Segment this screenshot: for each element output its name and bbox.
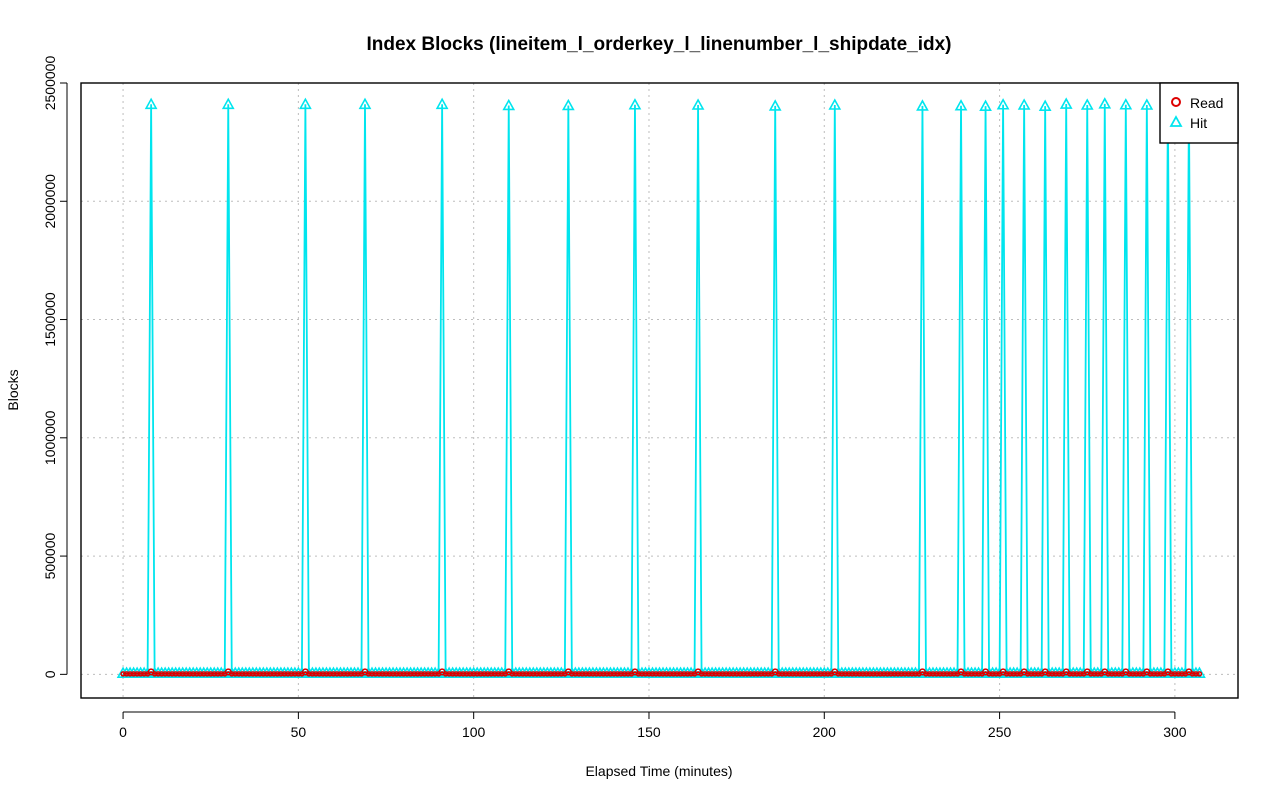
legend-box bbox=[1159, 82, 1239, 144]
y-tick-label: 0 bbox=[42, 670, 58, 678]
hit-point bbox=[979, 99, 992, 111]
hit-point bbox=[1119, 98, 1133, 110]
hit-point bbox=[1017, 98, 1031, 110]
hit-point bbox=[1038, 99, 1052, 111]
x-tick-label: 300 bbox=[1163, 724, 1187, 740]
x-axis-label: Elapsed Time (minutes) bbox=[585, 763, 732, 779]
legend-read-label: Read bbox=[1190, 95, 1223, 111]
y-tick-label: 500000 bbox=[42, 533, 58, 580]
x-tick-label: 50 bbox=[291, 724, 307, 740]
hit-point bbox=[561, 98, 575, 111]
hit-point bbox=[628, 98, 642, 110]
hit-point bbox=[691, 98, 705, 110]
x-axis: 0 50 100 150 200 250 300 bbox=[119, 711, 1187, 740]
x-tick-label: 0 bbox=[119, 724, 127, 740]
x-tick-label: 150 bbox=[637, 724, 661, 740]
hit-point bbox=[435, 97, 449, 110]
hit-point bbox=[1140, 98, 1154, 110]
x-tick-label: 250 bbox=[988, 724, 1012, 740]
hit-point bbox=[144, 97, 158, 110]
chart-title: Index Blocks (lineitem_l_orderkey_l_line… bbox=[367, 34, 952, 55]
hit-point bbox=[358, 97, 372, 110]
y-tick-label: 1500000 bbox=[42, 292, 58, 347]
x-tick-label: 200 bbox=[813, 724, 837, 740]
y-tick-label: 2500000 bbox=[42, 56, 58, 111]
x-tick-label: 100 bbox=[462, 724, 486, 740]
hit-point bbox=[299, 97, 312, 110]
hit-point bbox=[1098, 97, 1112, 109]
hit-point bbox=[954, 99, 968, 111]
series-read bbox=[120, 668, 1203, 677]
hit-point bbox=[996, 98, 1010, 110]
hit-point bbox=[1080, 98, 1094, 110]
hit-point bbox=[828, 98, 842, 110]
legend-hit-label: Hit bbox=[1190, 115, 1207, 131]
y-axis-label: Blocks bbox=[5, 369, 21, 410]
series-hit bbox=[116, 97, 1206, 678]
y-tick-label: 1000000 bbox=[42, 410, 58, 465]
plot-frame bbox=[80, 82, 1239, 699]
hit-point bbox=[916, 99, 929, 111]
hit-point bbox=[502, 98, 516, 111]
read-point bbox=[1196, 671, 1203, 677]
hit-line bbox=[123, 103, 1200, 675]
legend: Read Hit bbox=[1159, 82, 1239, 144]
y-tick-label: 2000000 bbox=[42, 174, 58, 229]
hit-point bbox=[768, 99, 782, 111]
y-axis: 0 500000 1000000 1500000 2000000 2500000 bbox=[42, 56, 68, 678]
legend-hit-marker bbox=[1169, 115, 1183, 127]
hit-point bbox=[221, 97, 235, 110]
legend-read-marker bbox=[1171, 97, 1181, 107]
hit-point bbox=[1059, 97, 1073, 109]
